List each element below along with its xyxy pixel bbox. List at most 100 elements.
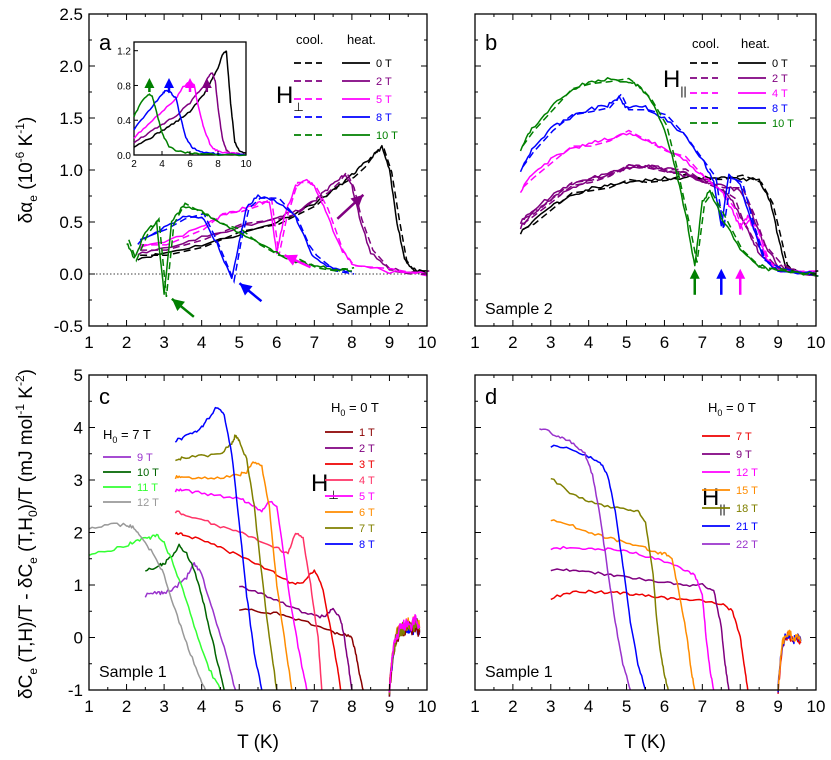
- panel-a-field-label: H⊥: [276, 82, 304, 114]
- series-a-3-cool-line: [139, 197, 355, 284]
- panel-c-label: c: [99, 384, 110, 409]
- legend-b-3-label: 8 T: [772, 103, 788, 115]
- panel-b-frame: [474, 13, 817, 327]
- panel-a-label: a: [99, 30, 112, 55]
- inset-x-tick-label: 10: [240, 159, 252, 170]
- series-d-2-line: [550, 545, 715, 691]
- series-c-left-1-line: [145, 543, 225, 691]
- panel-a-y-tick-label: 1.0: [59, 161, 83, 180]
- inset-y-tick-label: 0.4: [117, 116, 131, 127]
- inset-series-1-line: [133, 72, 247, 156]
- panel-c-x-tick-label: 1: [84, 697, 93, 716]
- panel-b-field-sub: ||: [680, 84, 686, 98]
- panel-b: 1 2 3 4 5 6 7 8 9 10 b Sample 2 H|| cool. heat. 0…: [470, 13, 825, 352]
- panel-d-x-tick-label: 5: [622, 697, 631, 716]
- legend-c-right-6-label: 7 T: [359, 523, 375, 535]
- panel-b-x-tick-label: 2: [508, 333, 517, 352]
- panel-a-x-tick-label: 1: [84, 333, 93, 352]
- panel-d-x-tick-label: 9: [773, 697, 782, 716]
- panel-c-legend-left-title: H0 = 7 T: [103, 427, 151, 445]
- inset-arrow-1-head: [164, 78, 174, 88]
- panel-a-y-tick-label: 2.0: [59, 57, 83, 76]
- inset-arrow-3-head: [201, 78, 212, 88]
- series-a-1-cool-line: [140, 170, 430, 275]
- y-axis-label-bottom: δCe (T,H)/T - δCe (T,H0)/T (mJ mol-1 K-2…: [13, 369, 40, 699]
- panel-b-x-tick-label: 4: [584, 333, 593, 352]
- legend-a-2-label: 5 T: [376, 94, 392, 106]
- panel-c: 1 2 3 4 5 6 7 8 9 10 -1 0 1 2 3 4 5 c Sample 1 H⊥ H0 = 7…: [68, 366, 437, 716]
- panel-b-series: [519, 77, 819, 277]
- panel-c-y-tick-label: 3: [74, 471, 83, 490]
- inset-series-3-line: [133, 89, 247, 156]
- panel-a-x-tick-label: 2: [122, 333, 131, 352]
- panel-a-x-tick-label: 8: [347, 333, 356, 352]
- panel-d-x-tick-label: 3: [546, 697, 555, 716]
- legend-a-0-label: 0 T: [376, 58, 392, 70]
- inset-y-tick-label: 0.0: [117, 151, 131, 162]
- inset-x-tick-label: 6: [187, 159, 193, 170]
- legend-b-4-label: 10 T: [772, 118, 794, 130]
- legend-c-right-1-label: 2 T: [359, 443, 375, 455]
- panel-d: 1 2 3 4 5 6 7 8 9 10 d Sample 1 H|| H0 = 0 T 7 T 9…: [470, 374, 826, 716]
- panel-d-x-tick-label: 8: [735, 697, 744, 716]
- panel-a-x-tick-label: 6: [272, 333, 281, 352]
- panel-d-x-tick-label: 10: [807, 697, 826, 716]
- panel-c-x-tick-label: 9: [385, 697, 394, 716]
- panel-b-label: b: [485, 30, 497, 55]
- panel-c-y-tick-label: 5: [74, 366, 83, 385]
- panel-d-x-tick-label: 6: [660, 697, 669, 716]
- panel-d-field-label: H||: [702, 484, 726, 516]
- series-c-0-line: [239, 608, 364, 691]
- inset-y-tick-label: 1.2: [117, 47, 131, 58]
- series-d-4-line: [550, 477, 669, 691]
- series-d-1-line: [550, 568, 730, 691]
- panel-a-x-tick-label: 3: [159, 333, 168, 352]
- legend-a-3-label: 8 T: [376, 112, 392, 124]
- panel-d-legend-title: H0 = 0 T: [708, 400, 756, 418]
- arrow-a-0-head: [171, 298, 185, 312]
- panel-a-x-tick-label: 5: [234, 333, 243, 352]
- panel-b-x-tick-label: 7: [698, 333, 707, 352]
- panel-c-y-tick-label: -1: [68, 681, 83, 700]
- inset-ticks: 2 4 6 8 10 0.0 0.4 0.8 1.2: [117, 47, 252, 170]
- arrow-a-1-head: [239, 283, 253, 296]
- panel-a-arrows: [171, 193, 365, 318]
- series-b-4-cool-line: [522, 92, 819, 277]
- panel-c-field-sub: ⊥: [328, 488, 338, 502]
- arrow-a-3-head: [350, 194, 364, 208]
- inset-x-tick-label: 4: [159, 159, 165, 170]
- panel-a-y-tick-label: 2.5: [59, 5, 83, 24]
- tail-d-2-line: [777, 629, 802, 691]
- legend-c-right-7-label: 8 T: [359, 539, 375, 551]
- legend-d-6-label: 22 T: [736, 539, 758, 551]
- panel-c-y-tick-label: 2: [74, 524, 83, 543]
- series-b-5-cool-line: [522, 77, 819, 277]
- panel-a-x-tick-label: 7: [310, 333, 319, 352]
- legend-c-right-3-label: 4 T: [359, 475, 375, 487]
- panel-b-x-tick-label: 9: [773, 333, 782, 352]
- legend-d-3-label: 15 T: [736, 485, 758, 497]
- arrow-b-1-head: [716, 268, 727, 279]
- series-a-4-line: [126, 205, 352, 295]
- legend-c-right-2-label: 3 T: [359, 459, 375, 471]
- series-c-2-line: [174, 531, 342, 691]
- panel-b-x-tick-label: 5: [622, 333, 631, 352]
- panel-a-legend: cool. heat. 0 T 2 T 5 T 8 T 10 T: [294, 32, 398, 142]
- arrow-b-0-head: [689, 268, 700, 279]
- series-a-0-line: [137, 144, 428, 275]
- panel-c-x-tick-label: 7: [310, 697, 319, 716]
- panel-a-sample-label: Sample 2: [336, 301, 404, 318]
- legend-b-2-label: 4 T: [772, 88, 788, 100]
- panel-c-x-tick-label: 3: [159, 697, 168, 716]
- series-c-left-2-line: [88, 533, 222, 691]
- panel-c-x-tick-label: 6: [272, 697, 281, 716]
- legend-c-right-5-label: 6 T: [359, 507, 375, 519]
- series-b-5-line: [519, 77, 817, 276]
- series-c-4-line: [174, 488, 308, 691]
- tail-d-0-line: [777, 631, 802, 694]
- panel-a-field-sub: ⊥: [293, 100, 303, 114]
- panel-d-x-tick-label: 7: [698, 697, 707, 716]
- panel-a: 1 2 3 4 5 6 7 8 9 10 -0.5 0.0 0.5 1.0 1.5 2.0 2.5 a Samp…: [54, 5, 437, 352]
- panel-c-x-tick-label: 2: [122, 697, 131, 716]
- series-b-0-cool-line: [522, 173, 819, 275]
